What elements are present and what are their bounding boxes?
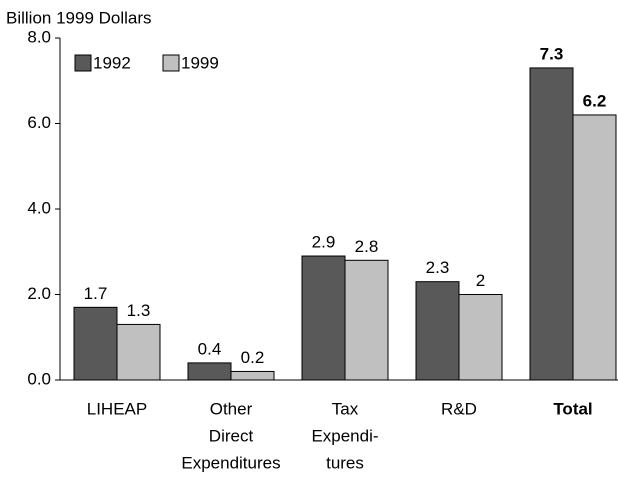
y-tick-label: 4.0 bbox=[27, 198, 51, 217]
data-label: 2 bbox=[476, 271, 485, 290]
bar bbox=[344, 259, 389, 381]
legend-label: 1999 bbox=[181, 53, 219, 72]
data-label: 6.2 bbox=[583, 91, 607, 110]
bar bbox=[458, 294, 503, 381]
legend-label: 1992 bbox=[93, 53, 131, 72]
x-tick-label: Direct bbox=[209, 426, 254, 445]
y-tick-label: 2.0 bbox=[27, 284, 51, 303]
data-label: 7.3 bbox=[540, 44, 564, 63]
y-axis-label: Billion 1999 Dollars bbox=[6, 8, 152, 27]
data-label: 2.8 bbox=[355, 237, 379, 256]
data-label: 1.3 bbox=[127, 301, 151, 320]
x-tick-label: Expenditures bbox=[181, 453, 280, 472]
x-tick-label: LIHEAP bbox=[87, 399, 147, 418]
x-tick-label: Expendi- bbox=[311, 426, 378, 445]
bar bbox=[572, 114, 617, 381]
y-tick-label: 0.0 bbox=[27, 369, 51, 388]
bar bbox=[529, 67, 574, 381]
legend-swatch bbox=[162, 54, 180, 72]
data-label: 0.2 bbox=[241, 348, 265, 367]
bar bbox=[187, 362, 232, 381]
bar bbox=[73, 306, 118, 381]
x-tick-label: R&D bbox=[441, 399, 477, 418]
x-tick-label: Other bbox=[210, 399, 253, 418]
bar bbox=[230, 370, 275, 381]
bar bbox=[301, 255, 346, 381]
data-label: 2.3 bbox=[426, 258, 450, 277]
y-tick-label: 8.0 bbox=[27, 27, 51, 46]
data-label: 0.4 bbox=[198, 339, 222, 358]
data-label: 1.7 bbox=[84, 284, 108, 303]
x-tick-label: Tax bbox=[332, 399, 359, 418]
y-tick-label: 6.0 bbox=[27, 113, 51, 132]
bar bbox=[415, 281, 460, 381]
legend-swatch bbox=[74, 54, 92, 72]
data-label: 2.9 bbox=[312, 233, 336, 252]
x-tick-label: Total bbox=[553, 399, 592, 418]
x-tick-label: tures bbox=[326, 453, 364, 472]
bar bbox=[116, 323, 161, 381]
